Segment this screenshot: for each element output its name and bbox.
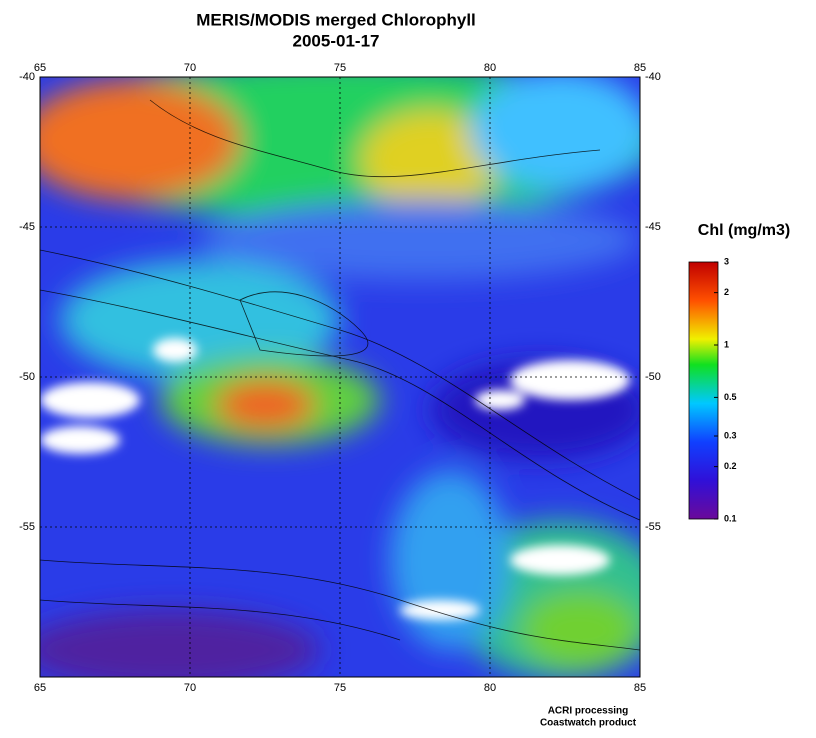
lon-tick-label: 85 [634,682,646,694]
chlorophyll-field [40,77,640,677]
lon-tick-label: 65 [34,62,46,74]
lon-tick-label: 65 [34,682,46,694]
colorbar-label: Chl (mg/m3) [698,222,790,239]
map-date: 2005-01-17 [293,31,380,50]
lon-tick-label: 75 [334,62,346,74]
lat-tick-label: -50 [645,371,661,383]
lon-tick-label: 70 [184,682,196,694]
colorbar [688,261,719,520]
lat-tick-label: -40 [19,71,35,83]
lon-tick-label: 70 [184,62,196,74]
colorbar-tick-label: 0.5 [724,392,737,402]
lat-tick-label: -40 [645,71,661,83]
lon-tick-label: 75 [334,682,346,694]
lat-tick-label: -45 [645,221,661,233]
map-title: MERIS/MODIS merged Chlorophyll [196,10,476,29]
lon-tick-label: 80 [484,682,496,694]
lon-tick-label: 80 [484,62,496,74]
colorbar-tick-label: 0.3 [724,430,737,440]
colorbar-tick-label: 3 [724,256,729,266]
lat-tick-label: -50 [19,371,35,383]
colorbar-tick-label: 1 [724,339,729,349]
colorbar-tick-label: 0.2 [724,461,737,471]
credit: ACRI processing [548,706,629,717]
colorbar-tick-label: 0.1 [724,513,737,523]
credit: Coastwatch product [540,718,637,729]
lat-tick-label: -45 [19,221,35,233]
colorbar-tick-label: 2 [724,287,729,297]
lon-tick-label: 85 [634,62,646,74]
lat-tick-label: -55 [19,521,35,533]
lat-tick-label: -55 [645,521,661,533]
